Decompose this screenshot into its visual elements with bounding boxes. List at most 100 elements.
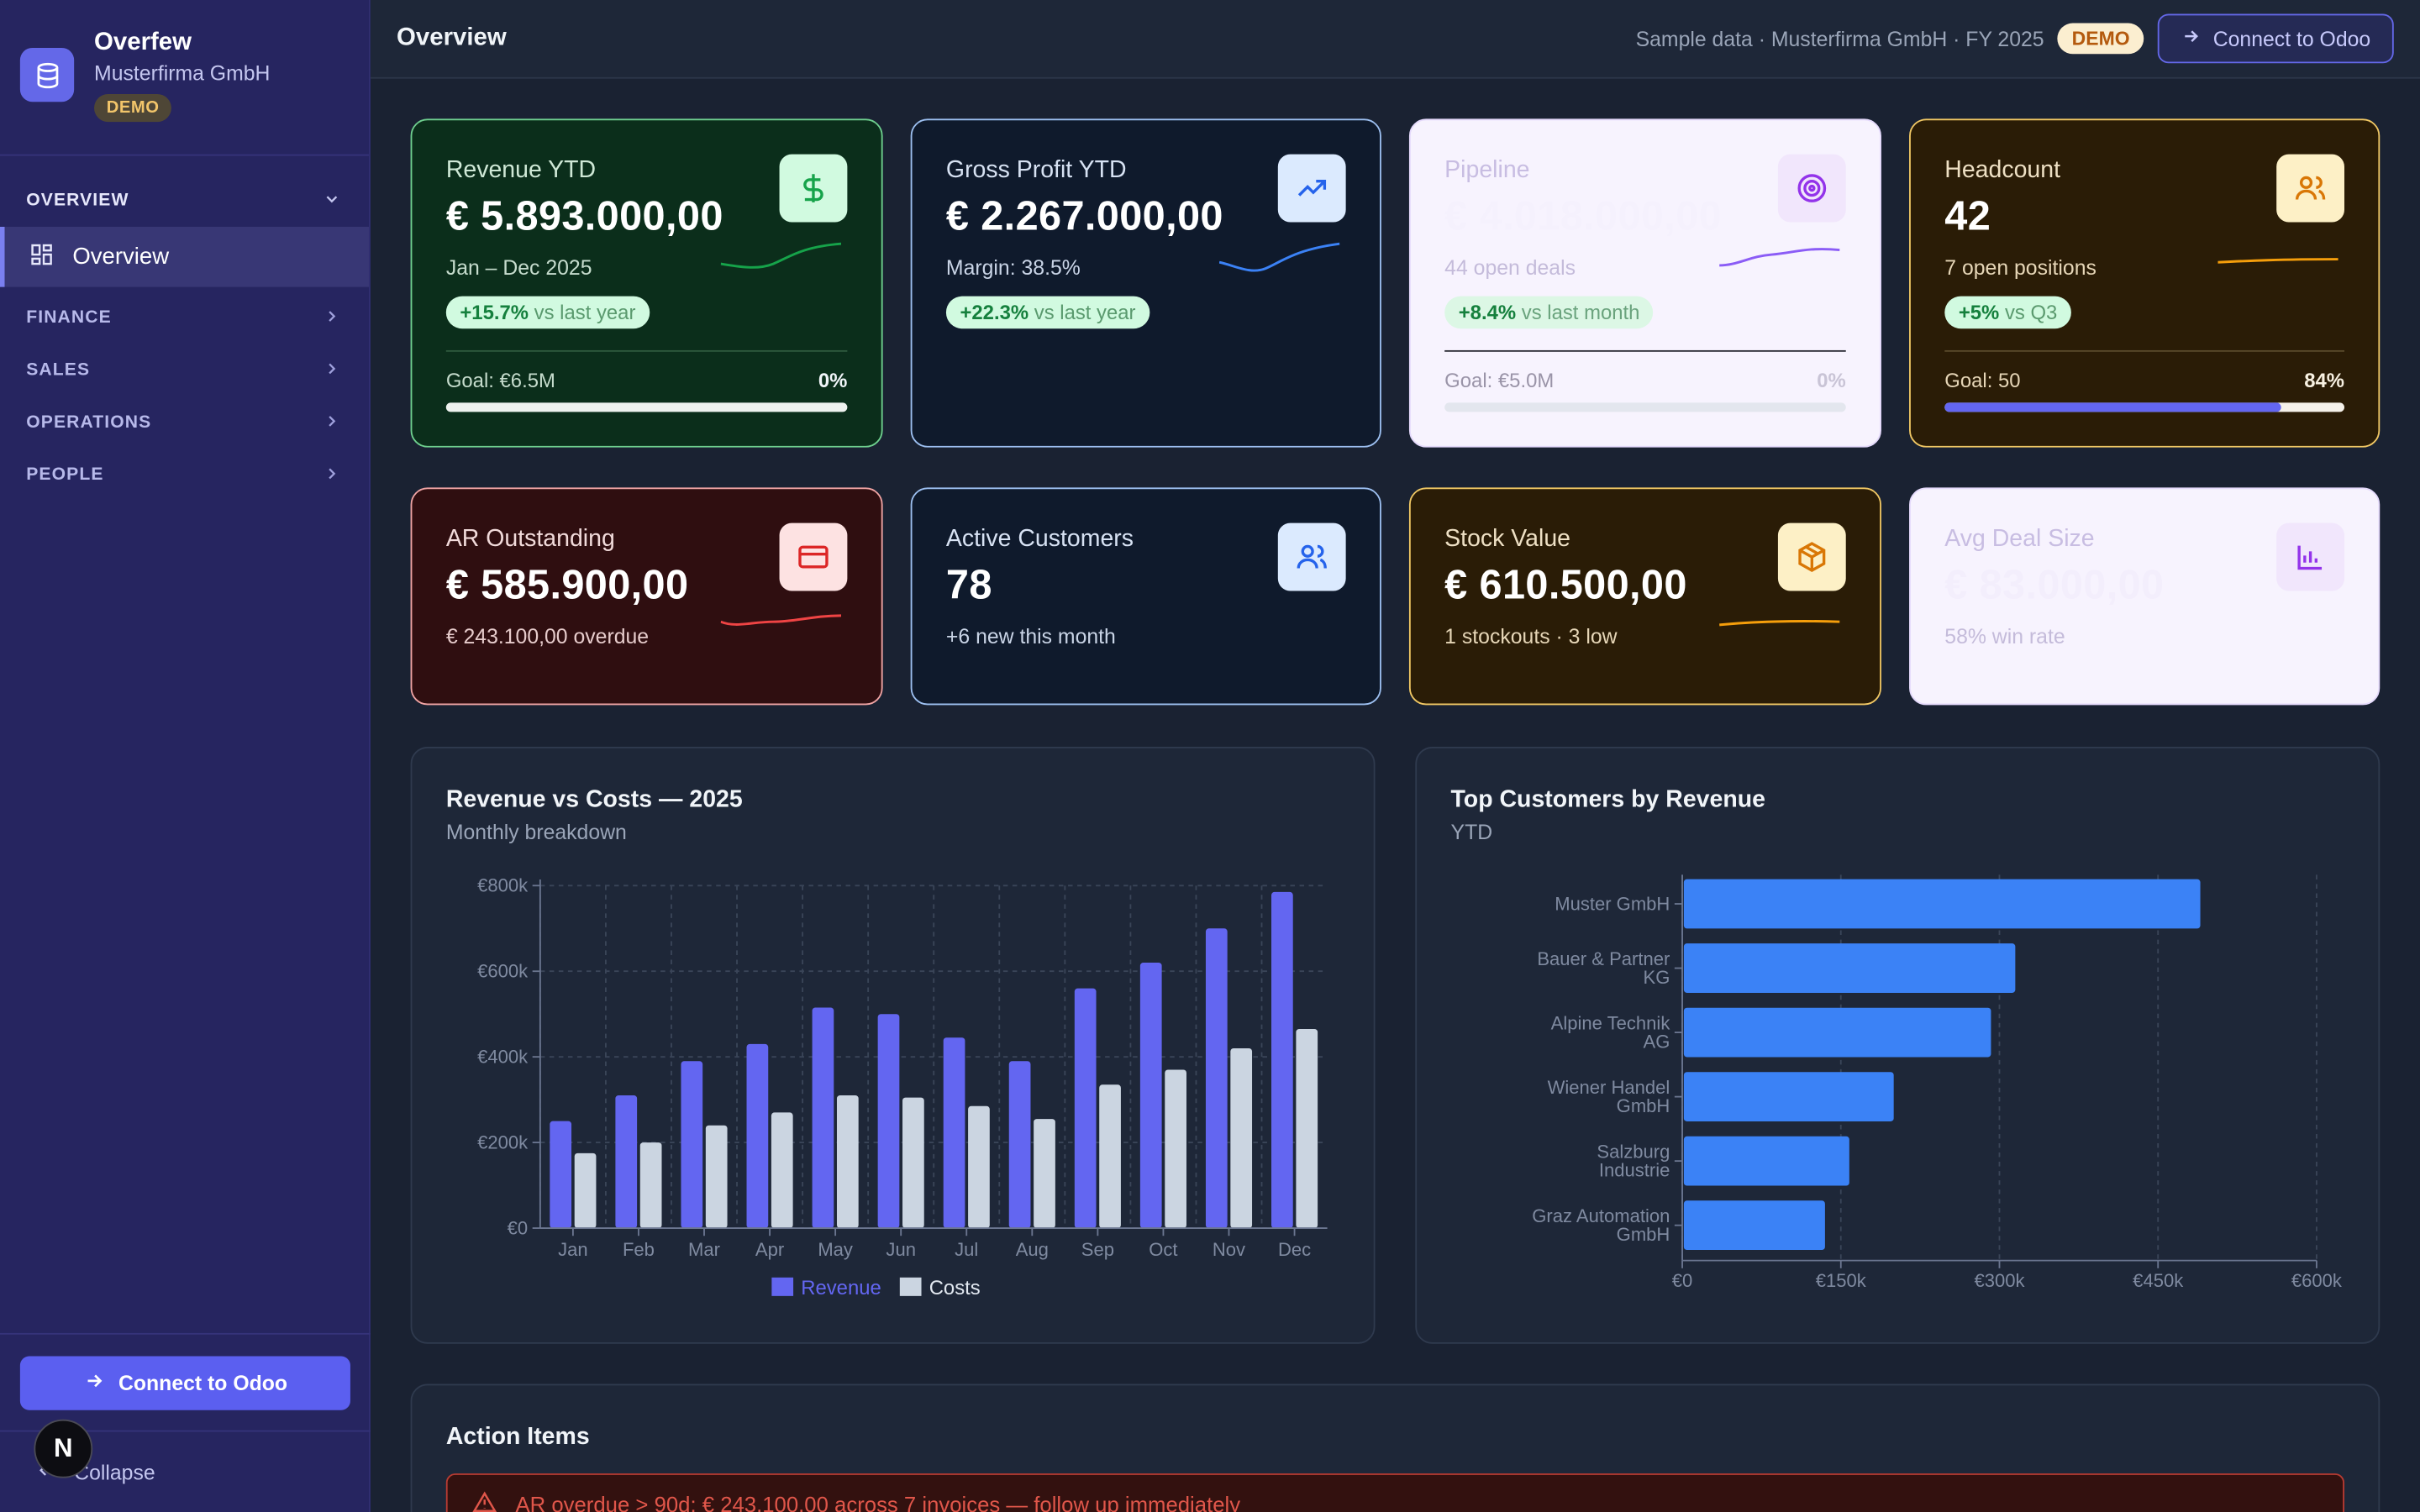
costs-bar [836, 1095, 859, 1229]
revenue-bar [615, 1095, 638, 1229]
delta-value: +22.3% [960, 301, 1029, 324]
kpi-title: Stock Value [1444, 526, 1571, 553]
nav-section-overview[interactable]: OVERVIEW [0, 175, 369, 227]
credit-card-icon [779, 522, 848, 591]
y-tick-label: €0 [508, 1217, 529, 1238]
revenue-bar [550, 1121, 572, 1229]
kpi-card-gross-profit[interactable]: Gross Profit YTD € 2.267.000,00 Margin: … [910, 118, 1381, 448]
chart-subtitle: YTD [1450, 821, 1493, 844]
revenue-bar [877, 1014, 900, 1229]
y-tick-label: GmbH [1617, 1095, 1670, 1116]
nav-section-label: PEOPLE [26, 465, 104, 485]
y-tick-label: AG [1644, 1031, 1670, 1052]
costs-bar [1296, 1029, 1318, 1229]
action-items-panel: Action Items AR overdue > 90d: € 243.100… [410, 1383, 2381, 1512]
sidebar-item-overview[interactable]: Overview [0, 227, 369, 287]
costs-bar [771, 1112, 793, 1229]
x-tick-label: Jun [886, 1239, 916, 1260]
kpi-subtitle: 44 open deals [1444, 255, 1576, 280]
package-icon [1777, 522, 1846, 591]
delta-value: +8.4% [1458, 301, 1517, 324]
trending-up-icon [1277, 154, 1346, 223]
action-items-title: Action Items [445, 1424, 590, 1451]
kpi-value: € 5.893.000,00 [445, 192, 723, 239]
connect-odoo-button[interactable]: Connect to Odoo [19, 1356, 350, 1410]
avatar[interactable]: N [34, 1419, 93, 1478]
chevron-right-icon [323, 464, 341, 487]
legend-label-revenue: Revenue [801, 1277, 881, 1299]
costs-bar [574, 1152, 597, 1229]
goal-percent: 0% [818, 368, 848, 392]
brand-company: Musterfirma GmbH [94, 61, 271, 86]
y-tick-label: Salzburg [1597, 1141, 1670, 1162]
x-tick-label: Nov [1213, 1239, 1245, 1260]
top-customers-chart: €0 €150k €300k €450k €600k Muster GmbH Bauer &… [1532, 874, 2343, 1291]
chevron-right-icon [323, 307, 341, 330]
goal-percent: 0% [1817, 368, 1846, 392]
x-tick-label: May [818, 1239, 853, 1260]
x-tick-label: Jan [558, 1239, 588, 1260]
x-tick-label: Oct [1149, 1239, 1177, 1260]
divider [1444, 349, 1846, 352]
revenue-bar [1074, 988, 1097, 1229]
costs-bar [639, 1142, 662, 1229]
kpi-value: 78 [945, 561, 992, 608]
revenue-bar [1139, 963, 1162, 1229]
connect-odoo-label: Connect to Odoo [118, 1371, 288, 1395]
alert-text: AR overdue > 90d: € 243.100,00 across 7 … [515, 1492, 1241, 1512]
action-alert[interactable]: AR overdue > 90d: € 243.100,00 across 7 … [445, 1473, 2345, 1512]
kpi-subtitle: Margin: 38.5% [945, 255, 1081, 280]
nav-section-label: OPERATIONS [26, 413, 152, 433]
revenue-bar [943, 1037, 965, 1229]
brand: Overfew Musterfirma GmbH DEMO [0, 0, 369, 156]
kpi-card-avg-deal-size[interactable]: Avg Deal Size € 83.000,00 58% win rate [1909, 487, 2381, 706]
kpi-card-headcount[interactable]: Headcount 42 7 open positions +5% vs Q3 … [1909, 118, 2381, 448]
sidebar-footer: Connect to Odoo Collapse N [0, 1332, 371, 1512]
brand-name: Overfew [94, 29, 192, 56]
legend-swatch-revenue [771, 1277, 794, 1296]
sparkline [1219, 242, 1340, 272]
layout-dashboard-icon [29, 241, 54, 272]
revenue-costs-panel: Revenue vs Costs — 2025 Monthly breakdow… [410, 746, 1376, 1344]
delta-value: +5% [1958, 301, 2000, 324]
sidebar-nav: OVERVIEW Overview FINANCE SALES OPER [0, 156, 369, 501]
nav-section-sales[interactable]: SALES [0, 344, 369, 396]
demo-badge: DEMO [94, 94, 172, 123]
chevron-right-icon [323, 359, 341, 382]
delta-note: vs last year [534, 301, 636, 324]
kpi-card-ar-outstanding[interactable]: AR Outstanding € 585.900,00 € 243.100,00… [410, 487, 883, 706]
x-tick-label: Dec [1278, 1239, 1311, 1260]
costs-bar [968, 1105, 990, 1229]
kpi-title: Gross Profit YTD [945, 157, 1127, 184]
bar-chart-icon [2276, 522, 2345, 591]
y-tick-label: GmbH [1617, 1224, 1670, 1245]
connect-odoo-header-button[interactable]: Connect to Odoo [2157, 13, 2394, 64]
kpi-value: € 585.900,00 [445, 561, 689, 608]
users-icon [2276, 154, 2345, 223]
revenue-bar [1271, 891, 1293, 1229]
costs-bar [1099, 1084, 1121, 1229]
kpi-card-active-customers[interactable]: Active Customers 78 +6 new this month [910, 487, 1381, 706]
sidebar: Overfew Musterfirma GmbH DEMO OVERVIEW O… [0, 0, 371, 1512]
sidebar-item-label: Overview [72, 244, 170, 270]
kpi-card-stock-value[interactable]: Stock Value € 610.500,00 1 stockouts · 3… [1408, 487, 1881, 706]
delta-pill: +15.7% vs last year [445, 296, 650, 329]
goal-progress-fill [1944, 402, 2281, 412]
revenue-bar [812, 1007, 834, 1229]
nav-section-finance[interactable]: FINANCE [0, 291, 369, 344]
arrow-right-icon [2181, 26, 2201, 50]
x-tick-label: €300k [1974, 1270, 2025, 1291]
x-tick-label: Aug [1016, 1239, 1049, 1260]
kpi-card-pipeline[interactable]: Pipeline € 4.018.000,00 44 open deals +8… [1408, 118, 1881, 448]
sample-data-note: Sample data · Musterfirma GmbH · FY 2025 [1635, 27, 2044, 50]
divider [1944, 349, 2345, 352]
nav-section-operations[interactable]: OPERATIONS [0, 396, 369, 449]
nav-section-people[interactable]: PEOPLE [0, 449, 369, 501]
kpi-title: Pipeline [1444, 157, 1530, 184]
costs-bar [705, 1125, 728, 1229]
kpi-card-revenue[interactable]: Revenue YTD € 5.893.000,00 Jan – Dec 202… [410, 118, 883, 448]
top-header: Overview Sample data · Musterfirma GmbH … [370, 0, 2420, 79]
kpi-value: € 2.267.000,00 [945, 192, 1223, 239]
kpi-value: € 4.018.000,00 [1444, 192, 1723, 239]
customer-bar [1683, 943, 2016, 993]
